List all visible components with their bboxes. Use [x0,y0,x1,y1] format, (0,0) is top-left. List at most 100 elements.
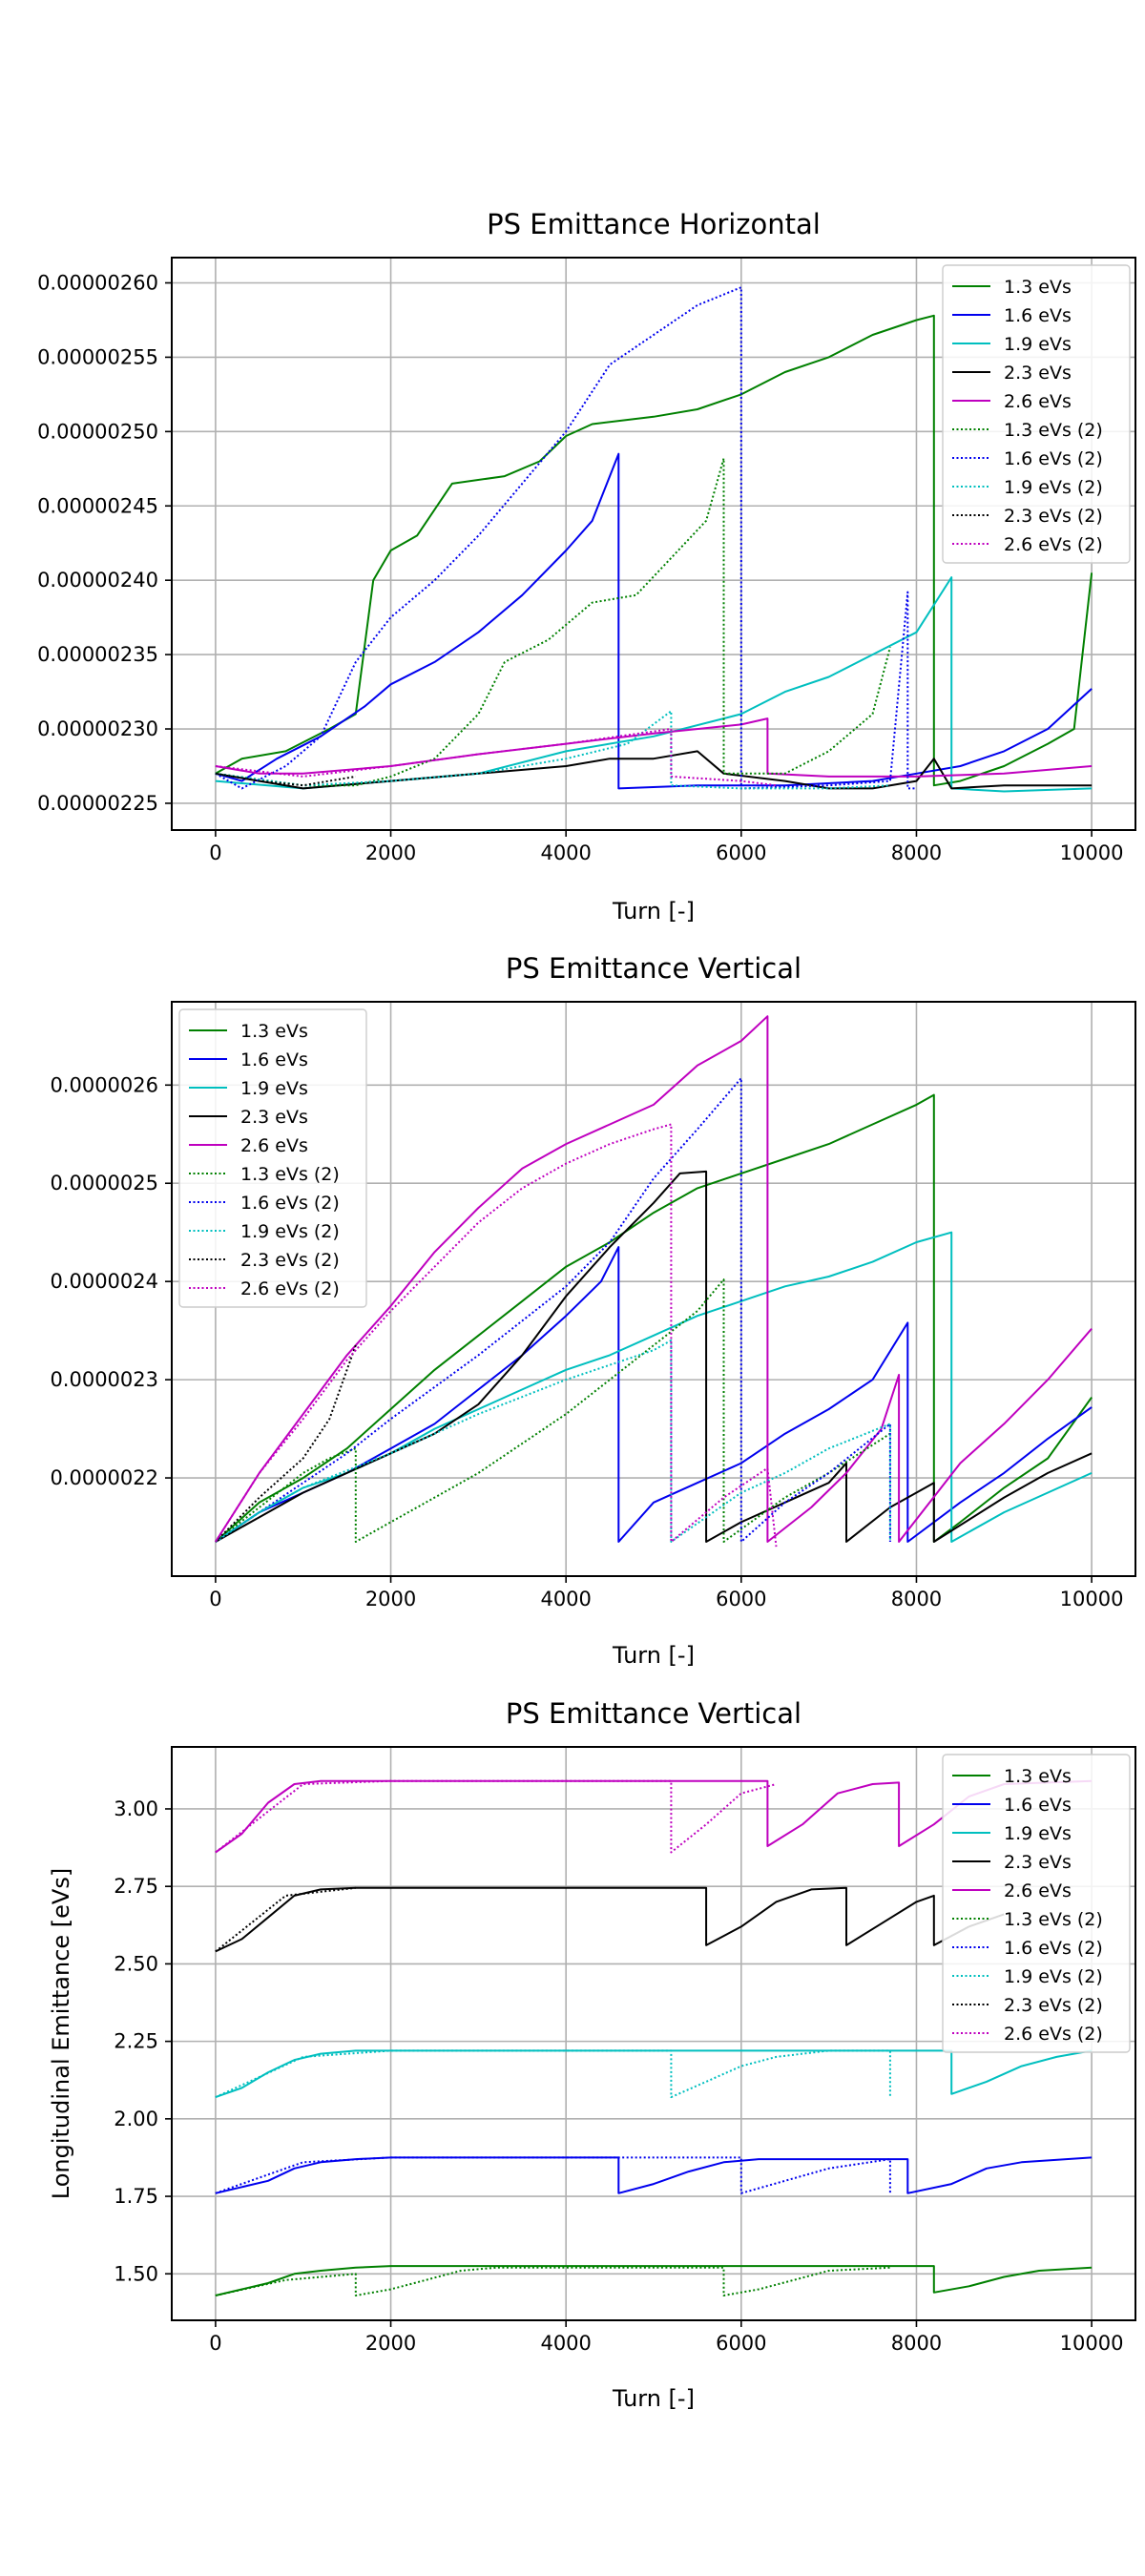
legend-label: 1.3 eVs (2) [1004,1909,1103,1930]
series-line-2-6-evs-2 [215,728,777,787]
y-tick-label: 0.0000023 [50,1368,158,1391]
series-line-2-3-evs [215,1886,1005,1953]
series-line-1-6-evs [215,452,1093,790]
legend-label: 1.6 eVs (2) [1004,448,1103,469]
horizontal-emittance-chart: PS Emittance Horizontal Turn [-] 0 2000 40… [37,208,1136,924]
x-tick-label: 2000 [365,841,416,864]
x-tick-label: 0 [209,1588,221,1610]
y-tick-label: 1.75 [114,2185,158,2208]
x-tick-label: 10000 [1060,841,1124,864]
series-line-1-9-evs-2 [215,710,890,790]
series-line-1-3-evs-2 [215,1278,891,1543]
x-tick-label: 0 [209,2332,221,2355]
series-line-2-6-evs [215,717,1093,778]
series-line-2-6-evs-2 [215,1779,777,1854]
series-line-1-3-evs-2 [215,457,891,787]
x-tick-label: 4000 [540,841,591,864]
series-group [215,286,1093,793]
legend-label: 2.6 eVs [1004,391,1072,412]
y-tick-label: 0.0000026 [50,1073,158,1096]
y-tick-label: 0.00000260 [37,271,158,294]
series-line-1-6-evs-2 [215,2156,891,2194]
y-tick-label: 0.00000230 [37,717,158,740]
x-tick-label: 10000 [1060,1588,1124,1610]
y-tick-label: 0.00000255 [37,345,158,368]
legend-box [942,264,1131,564]
legend-label: 1.6 eVs [1004,305,1072,326]
legend-label: 1.6 eVs (2) [240,1193,340,1214]
legend-label: 1.3 eVs [1004,277,1072,298]
series-line-1-3-evs-2 [215,2266,890,2296]
legend-label: 2.6 eVs (2) [1004,2024,1103,2045]
series-line-1-6-evs [215,2156,1093,2194]
series-line-2-6-evs [215,1015,1093,1543]
legend-label: 2.6 eVs [1004,1880,1072,1901]
x-tick-label: 6000 [716,841,766,864]
x-tick-label: 8000 [891,2332,942,2355]
y-tick-label: 1.50 [114,2262,158,2285]
legend-label: 2.3 eVs (2) [240,1250,340,1271]
y-tick-label: 0.00000245 [37,494,158,517]
chart-title: PS Emittance Vertical [506,952,802,985]
y-tick-label: 0.0000025 [50,1172,158,1195]
chart-title: PS Emittance Horizontal [487,208,821,240]
legend-label: 1.9 eVs [1004,1823,1072,1844]
x-tick-label: 2000 [365,1588,416,1610]
legend-label: 1.6 eVs [240,1049,308,1070]
legend-label: 2.6 eVs (2) [240,1278,340,1299]
legend-label: 1.3 eVs [240,1021,308,1042]
legend-label: 1.9 eVs [1004,334,1072,355]
series-line-1-6-evs-2 [215,1077,891,1543]
x-axis-label: Turn [-] [612,2385,695,2412]
legend-label: 1.9 eVs (2) [240,1221,340,1242]
legend-label: 1.3 eVs (2) [1004,420,1103,441]
legend-label: 2.3 eVs [1004,363,1072,384]
legend: 1.3 eVs 1.6 eVs 1.9 eVs 2.3 eVs 2.6 eVs 1.3 e… [178,1008,367,1308]
series-line-1-6-evs-2 [215,286,917,790]
y-axis-label: Longitudinal Emittance [eVs] [48,1868,74,2199]
legend-label: 2.3 eVs [1004,1852,1072,1873]
y-tick-label: 0.00000235 [37,643,158,666]
y-tick-label: 0.0000022 [50,1466,158,1489]
legend-label: 2.3 eVs (2) [1004,506,1103,527]
y-tick-label: 0.00000250 [37,420,158,443]
legend-label: 1.3 eVs [1004,1766,1072,1787]
series-group [215,1015,1093,1548]
legend-label: 1.9 eVs [240,1078,308,1099]
x-tick-label: 0 [209,841,221,864]
x-axis-label: Turn [-] [612,898,695,924]
series-line-1-9-evs-2 [215,1339,891,1543]
y-tick-label: 2.25 [114,2030,158,2053]
x-tick-label: 6000 [716,1588,766,1610]
series-line-2-3-evs-2 [215,1344,357,1543]
legend-label: 1.9 eVs (2) [1004,1966,1103,1987]
legend-label: 2.3 eVs [240,1107,308,1128]
x-tick-label: 6000 [716,2332,766,2355]
y-tick-label: 3.00 [114,1797,158,1820]
legend-label: 1.6 eVs (2) [1004,1938,1103,1959]
x-tick-label: 4000 [540,2332,591,2355]
y-tick-label: 2.50 [114,1952,158,1975]
longitudinal-emittance-chart: PS Emittance Vertical Turn [-] Longitudi… [48,1697,1136,2412]
x-tick-label: 10000 [1060,2332,1124,2355]
plot-frame [171,257,1136,831]
plot-frame [171,1001,1136,1577]
y-tick-label: 2.75 [114,1875,158,1898]
series-line-1-3-evs [215,2265,1093,2296]
chart-title: PS Emittance Vertical [506,1697,802,1730]
legend-box [178,1008,367,1308]
legend-box [942,1754,1131,2053]
x-tick-label: 2000 [365,2332,416,2355]
legend-label: 2.3 eVs (2) [1004,1995,1103,2016]
series-line-2-6-evs-2 [215,1123,778,1548]
y-tick-label: 2.00 [114,2108,158,2130]
plot-frame [171,1746,1136,2321]
x-tick-label: 4000 [540,1588,591,1610]
series-line-1-6-evs [215,1246,1093,1543]
series-line-2-3-evs [215,750,1093,790]
legend: 1.3 eVs 1.6 eVs 1.9 eVs 2.3 eVs 2.6 eVs 1.3 e… [942,1754,1131,2053]
legend-label: 1.6 eVs [1004,1795,1072,1816]
y-tick-label: 0.00000225 [37,792,158,815]
x-tick-label: 8000 [891,841,942,864]
